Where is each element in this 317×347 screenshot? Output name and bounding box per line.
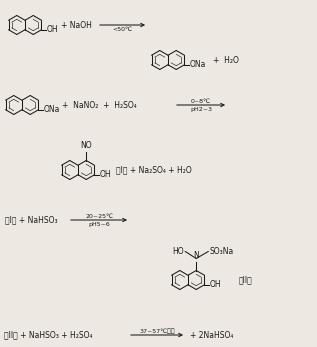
Text: NO: NO	[81, 141, 92, 150]
Text: + 2NaHSO₄: + 2NaHSO₄	[190, 330, 233, 339]
Text: OH: OH	[47, 25, 59, 34]
Text: N: N	[193, 251, 199, 260]
Text: pH2~3: pH2~3	[190, 107, 212, 111]
Text: （I） + Na₂SO₄ + H₂O: （I） + Na₂SO₄ + H₂O	[116, 166, 192, 175]
Text: + NaOH: + NaOH	[61, 20, 92, 29]
Text: （II） + NaHSO₃ + H₂SO₄: （II） + NaHSO₃ + H₂SO₄	[4, 330, 93, 339]
Text: +  NaNO₂  +  H₂SO₄: + NaNO₂ + H₂SO₄	[62, 101, 137, 110]
Text: pH5~6: pH5~6	[88, 221, 110, 227]
Text: ONa: ONa	[44, 105, 60, 114]
Text: ONa: ONa	[190, 60, 206, 69]
Text: 0~8℃: 0~8℃	[191, 99, 211, 103]
Text: <50℃: <50℃	[113, 26, 133, 32]
Text: +  H₂O: + H₂O	[213, 56, 239, 65]
Text: 37~57℃本晶: 37~57℃本晶	[139, 328, 175, 333]
Text: SO₃Na: SO₃Na	[209, 247, 234, 256]
Text: HO: HO	[172, 247, 184, 256]
Text: （II）: （II）	[239, 276, 253, 285]
Text: OH: OH	[100, 170, 112, 179]
Text: （I） + NaHSO₃: （I） + NaHSO₃	[5, 215, 58, 225]
Text: OH: OH	[210, 280, 222, 289]
Text: 20~25℃: 20~25℃	[85, 213, 113, 219]
